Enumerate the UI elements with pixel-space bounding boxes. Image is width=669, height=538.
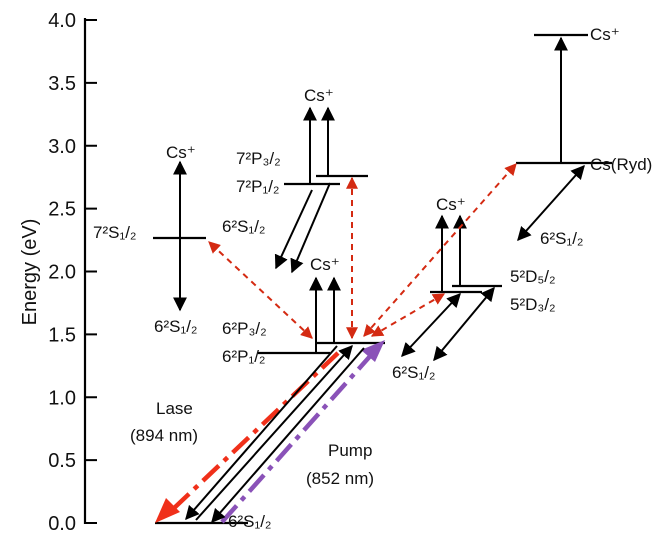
label-6p12: 6²P₁/₂: [222, 347, 266, 366]
arrow-6p32-to-ground: [211, 347, 365, 524]
label-cs-plus-6p: Cs⁺: [310, 255, 340, 274]
dashed-6p-to-ryd: [363, 163, 517, 337]
label-cs-plus-top: Cs⁺: [590, 25, 620, 44]
label-pump-wavelength: (852 nm): [306, 469, 374, 488]
y-tick-label: 3.0: [48, 136, 76, 158]
y-tick-label: 0.0: [48, 513, 76, 535]
label-7s12: 7²S₁/₂: [93, 223, 137, 242]
ground-transitions: [185, 344, 365, 524]
y-tick-label: 2.0: [48, 262, 76, 284]
y-tick-label: 4.0: [48, 10, 76, 32]
label-ground: 6²S₁/₂: [228, 512, 272, 531]
label-6p32: 6²P₃/₂: [222, 319, 267, 338]
dashed-6p-to-5d: [370, 293, 446, 337]
label-ryd: Cs(Ryd): [590, 155, 652, 174]
label-cs-plus-7s: Cs⁺: [166, 143, 196, 162]
label-7p12: 7²P₁/₂: [236, 177, 280, 196]
y-tick-label: 3.5: [48, 73, 76, 95]
label-ryd-down: 6²S₁/₂: [540, 229, 584, 248]
ryd-transitions: [363, 36, 585, 337]
label-5d-down: 6²S₁/₂: [392, 363, 436, 382]
y-tick-label: 1.5: [48, 324, 76, 346]
y-tick-label: 2.5: [48, 199, 76, 221]
label-lase-wavelength: (894 nm): [130, 426, 198, 445]
label-lase: Lase: [156, 399, 193, 418]
y-axis: 0.0 0.5 1.0 1.5 2.0 2.5 3.0 3.5 4.0 Energy (eV): [19, 10, 97, 535]
arrow-7p12-down: [274, 189, 313, 270]
lase-beam: [170, 351, 340, 512]
labels: 6²S₁/₂ 6²P₃/₂ 6²P₁/₂ 7²S₁/₂ 6²S₁/₂ Cs⁺ 7…: [93, 25, 652, 531]
7p-transitions: [274, 106, 358, 340]
arrow-ground-to-6p32: [195, 344, 353, 521]
label-5d32: 5²D₃/₂: [510, 295, 556, 314]
label-7p-down: 6²S₁/₂: [222, 217, 266, 236]
6p-ionization: [309, 276, 341, 352]
dashed-6p-to-7s: [208, 241, 313, 339]
pump-beam: [220, 352, 374, 524]
pump-arrowhead-icon: [361, 340, 385, 362]
arrow-ryd-down: [517, 164, 585, 242]
label-7p32: 7²P₃/₂: [236, 149, 281, 168]
label-cs-plus-7p: Cs⁺: [304, 86, 334, 105]
5d-transitions: [370, 214, 495, 362]
y-tick-label: 1.0: [48, 387, 76, 409]
arrow-5d32-down: [433, 286, 495, 362]
y-axis-label: Energy (eV): [19, 219, 41, 326]
label-7s-down: 6²S₁/₂: [154, 317, 198, 336]
label-cs-plus-5d: Cs⁺: [436, 195, 466, 214]
7s-transitions: [173, 160, 313, 339]
label-5d52: 5²D₅/₂: [510, 267, 556, 286]
laser-beams: [155, 340, 385, 524]
y-axis-ticks: 0.0 0.5 1.0 1.5 2.0 2.5 3.0 3.5 4.0: [48, 10, 97, 535]
arrow-6p12-to-ground: [185, 345, 338, 521]
label-pump: Pump: [328, 441, 372, 460]
lase-arrowhead-icon: [155, 498, 180, 523]
arrow-7p32-down: [290, 182, 331, 274]
arrow-5d52-down: [401, 292, 461, 358]
y-tick-label: 0.5: [48, 450, 76, 472]
